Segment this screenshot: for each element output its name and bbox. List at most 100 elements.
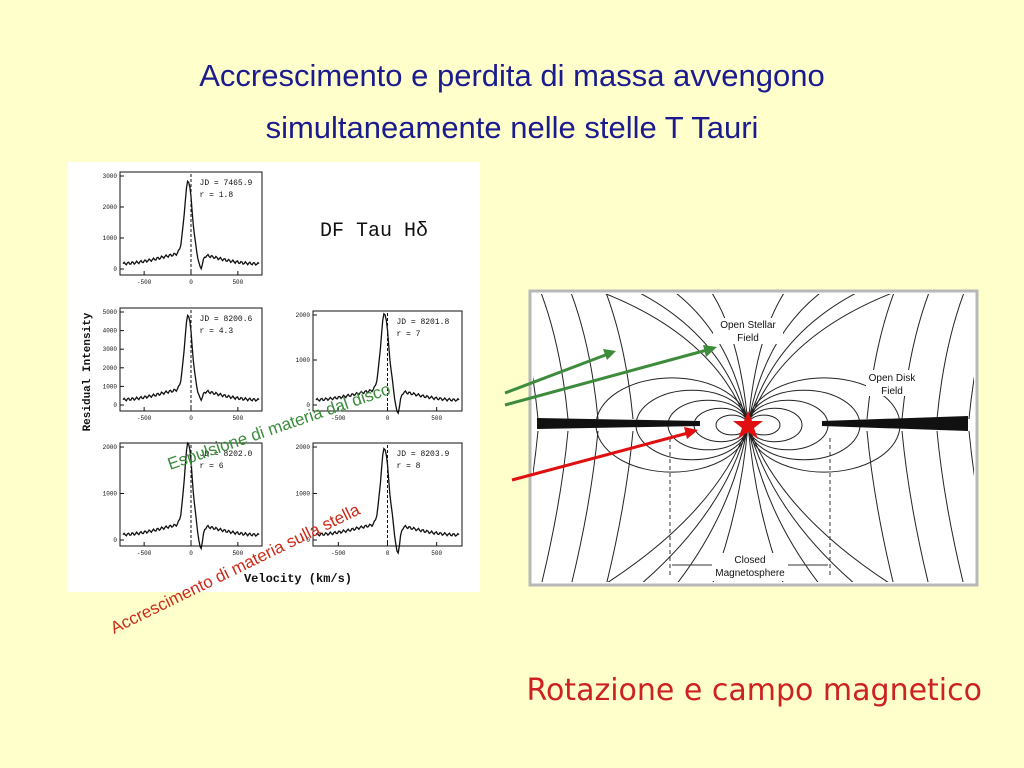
x-tick-label: -500 (137, 279, 152, 286)
spectrum-curve (122, 441, 260, 551)
x-tick-label: 0 (386, 550, 390, 557)
x-tick-label: -500 (331, 415, 346, 422)
y-tick-label: 4000 (103, 328, 118, 335)
spectrum-curve (122, 313, 260, 402)
caption: Rotazione e campo magnetico (526, 673, 982, 708)
x-tick-label: 0 (386, 415, 390, 422)
field-line (677, 424, 749, 582)
y-axis-label: Residual Intensity (82, 312, 94, 431)
arrow-head (603, 349, 616, 360)
field-line (866, 430, 894, 582)
field-line (570, 294, 599, 420)
y-tick-label: 3000 (103, 173, 118, 180)
y-tick-label: 0 (113, 402, 117, 409)
field-line (571, 430, 599, 582)
field-line (747, 424, 889, 582)
field-line (936, 430, 964, 582)
label-background (713, 318, 783, 344)
panel-label: r = 8 (396, 462, 420, 471)
y-tick-label: 1000 (103, 235, 118, 242)
y-tick-label: 2000 (296, 312, 311, 319)
field-line (604, 294, 749, 426)
y-tick-label: 1000 (103, 383, 118, 390)
field-line (747, 424, 819, 582)
diagram-label: Field (737, 333, 759, 344)
x-tick-label: 500 (232, 550, 243, 557)
x-tick-label: 0 (189, 415, 193, 422)
x-tick-label: -500 (137, 550, 152, 557)
x-tick-label: -500 (137, 415, 152, 422)
y-tick-label: 1000 (103, 491, 118, 498)
panel-label: JD = 8202.0 (200, 450, 253, 459)
field-line (901, 294, 930, 420)
field-line (642, 424, 749, 582)
x-tick-label: -500 (331, 550, 346, 557)
field-line (747, 294, 820, 426)
field-line (533, 430, 539, 477)
spectra-figure: DF Tau Hδ Residual Intensity Velocity (k… (68, 162, 480, 592)
diagram-label: Closed (734, 555, 765, 566)
panel-label: r = 7 (396, 330, 420, 339)
x-tick-label: 500 (232, 415, 243, 422)
x-tick-label: 500 (431, 415, 442, 422)
panel-label: r = 4.3 (200, 327, 234, 336)
arrow-head (684, 427, 698, 439)
field-line (676, 294, 749, 426)
x-tick-label: 500 (232, 279, 243, 286)
diagram-label: Open Disk (869, 373, 917, 384)
arrows (504, 345, 717, 482)
field-line (901, 430, 929, 582)
panel-label: JD = 7465.9 (200, 179, 253, 188)
arrow-head (703, 345, 717, 357)
y-tick-label: 0 (113, 266, 117, 273)
x-tick-label: 0 (189, 279, 193, 286)
title-line: Accrescimento e perdita di massa avvengo… (199, 58, 825, 93)
y-tick-label: 2000 (296, 444, 311, 451)
y-tick-label: 1000 (296, 491, 311, 498)
field-line (747, 294, 856, 426)
x-tick-label: 500 (431, 550, 442, 557)
diagram-label: Magnetosphere (715, 568, 785, 579)
diagram-label: Open Stellar (720, 320, 776, 331)
field-line (968, 376, 974, 420)
panel-label: JD = 8200.6 (200, 315, 253, 324)
arrow-line (511, 431, 689, 482)
spectrum-curve (315, 447, 460, 555)
field-line (747, 294, 785, 426)
figure-label: DF Tau Hδ (320, 220, 428, 243)
diagram-label: Field (881, 386, 903, 397)
x-axis-label: Velocity (km/s) (244, 572, 352, 586)
spectrum-curve (122, 179, 260, 271)
panel-label: JD = 8201.8 (396, 318, 449, 327)
y-tick-label: 2000 (103, 365, 118, 372)
y-tick-label: 2000 (103, 444, 118, 451)
panel-label: r = 1.8 (200, 191, 234, 200)
star (733, 411, 763, 439)
field-line (866, 294, 895, 420)
field-line (747, 294, 892, 426)
field-line (747, 424, 854, 582)
field-line (533, 376, 539, 420)
label-background (712, 553, 788, 581)
label-background (866, 370, 918, 396)
panel-label: r = 6 (200, 462, 224, 471)
y-tick-label: 1000 (296, 357, 311, 364)
y-tick-label: 0 (306, 402, 310, 409)
field-line (541, 430, 569, 582)
y-tick-label: 3000 (103, 346, 118, 353)
field-line (711, 294, 749, 426)
arrow-line (504, 348, 708, 407)
field-line (936, 294, 965, 420)
panel-label: JD = 8203.9 (396, 450, 449, 459)
title-line: simultaneamente nelle stelle T Tauri (266, 110, 759, 145)
y-tick-label: 0 (306, 537, 310, 544)
spectrum-curve (315, 312, 460, 415)
y-tick-label: 0 (113, 537, 117, 544)
x-tick-label: 0 (189, 550, 193, 557)
field-line (607, 424, 749, 582)
arrow-line (504, 352, 609, 395)
field-line (605, 294, 634, 420)
disk (822, 416, 968, 431)
field-line (540, 294, 569, 420)
